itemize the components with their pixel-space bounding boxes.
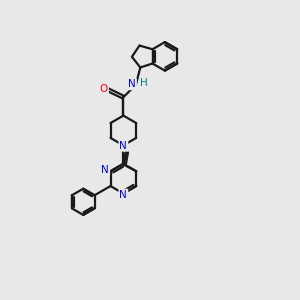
Text: O: O: [100, 84, 108, 94]
Text: N: N: [119, 141, 127, 151]
Text: N: N: [119, 190, 127, 200]
Text: N: N: [128, 79, 136, 89]
Text: N: N: [101, 165, 109, 175]
Text: H: H: [140, 78, 148, 88]
